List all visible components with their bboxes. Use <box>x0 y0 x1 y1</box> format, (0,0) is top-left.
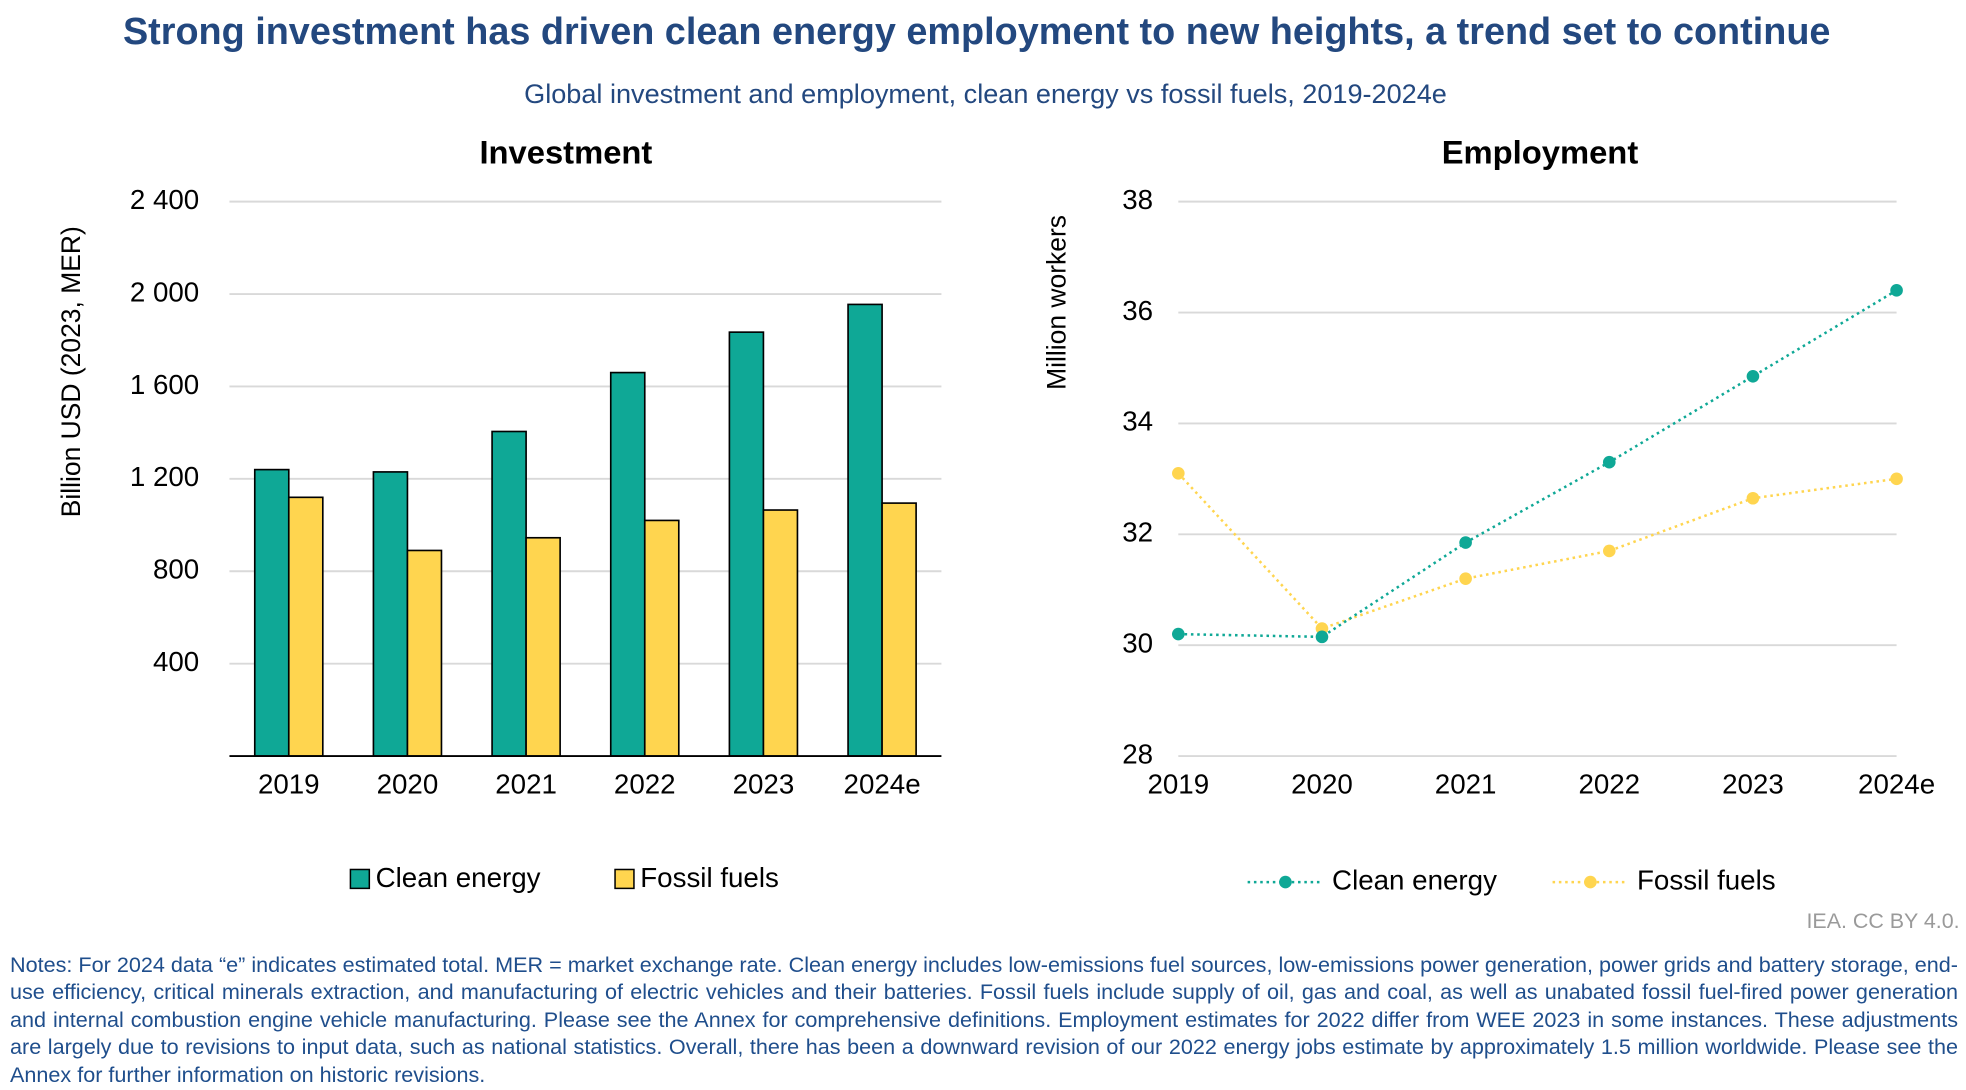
x-tick-label: 2019 <box>258 769 320 800</box>
bar <box>643 519 680 757</box>
bar <box>406 549 443 757</box>
point <box>1602 455 1616 469</box>
chart-title: Employment <box>1442 134 1639 171</box>
y-tick-label: 38 <box>1122 184 1153 215</box>
y-tick-label: 32 <box>1122 517 1153 548</box>
series-line <box>1177 472 1897 631</box>
page-subtitle: Global investment and employment, clean … <box>524 78 1447 109</box>
legend-marker <box>1584 875 1597 889</box>
x-tick-label: 2022 <box>1578 769 1640 800</box>
notes: Notes: For 2024 data “e” indicates estim… <box>10 952 1958 1087</box>
y-tick-label: 2 000 <box>130 276 199 307</box>
x-tick-label: 2020 <box>1291 769 1353 800</box>
legend-swatch <box>614 868 635 890</box>
y-tick-label: 1 200 <box>130 461 199 492</box>
bar <box>728 331 765 757</box>
x-tick-label: 2019 <box>1147 769 1209 800</box>
x-tick-label: 2021 <box>495 769 557 800</box>
point <box>1172 466 1185 480</box>
bar <box>372 471 409 757</box>
point <box>1746 369 1760 383</box>
bar <box>881 502 917 757</box>
legend-label: Fossil fuels <box>1637 864 1776 895</box>
legend-label: Fossil fuels <box>640 862 779 893</box>
legend-swatch <box>349 868 371 890</box>
bar <box>287 496 324 757</box>
bar <box>609 371 646 757</box>
y-tick-label: 800 <box>153 554 199 585</box>
x-tick-label: 2023 <box>733 769 795 800</box>
legend-label: Clean energy <box>1332 864 1497 895</box>
point <box>1459 572 1472 585</box>
x-tick-label: 2024e <box>844 769 921 800</box>
y-axis-title: Million workers <box>1042 215 1072 390</box>
y-tick-label: 1 600 <box>130 369 199 400</box>
y-tick-label: 34 <box>1122 406 1153 437</box>
y-tick-label: 28 <box>1122 738 1153 769</box>
point <box>1172 627 1185 641</box>
x-tick-label: 2022 <box>614 769 676 800</box>
y-tick-label: 30 <box>1122 628 1153 659</box>
point <box>1890 472 1903 486</box>
point <box>1602 544 1616 558</box>
legend-marker <box>1279 875 1292 889</box>
x-tick-label: 2020 <box>377 769 439 800</box>
y-axis-title: Billion USD (2023, MER) <box>56 226 86 517</box>
x-tick-label: 2024e <box>1858 769 1935 800</box>
bar <box>847 303 883 757</box>
y-tick-label: 2 400 <box>130 184 199 215</box>
series-line <box>1178 289 1898 639</box>
x-tick-label: 2021 <box>1435 769 1497 800</box>
source: IEA. CC BY 4.0. <box>1806 909 1959 933</box>
y-tick-label: 36 <box>1122 295 1153 326</box>
bar <box>253 468 290 757</box>
bar <box>491 430 527 757</box>
page-title: Strong investment has driven clean energ… <box>123 11 1831 53</box>
x-tick-label: 2023 <box>1722 769 1784 800</box>
bar <box>525 536 561 757</box>
chart-title: Investment <box>479 134 652 171</box>
point <box>1890 284 1903 297</box>
bar <box>762 509 799 757</box>
point <box>1746 491 1760 505</box>
y-tick-label: 400 <box>153 646 199 677</box>
point <box>1459 536 1472 549</box>
point <box>1315 630 1329 644</box>
legend-label: Clean energy <box>376 862 541 893</box>
